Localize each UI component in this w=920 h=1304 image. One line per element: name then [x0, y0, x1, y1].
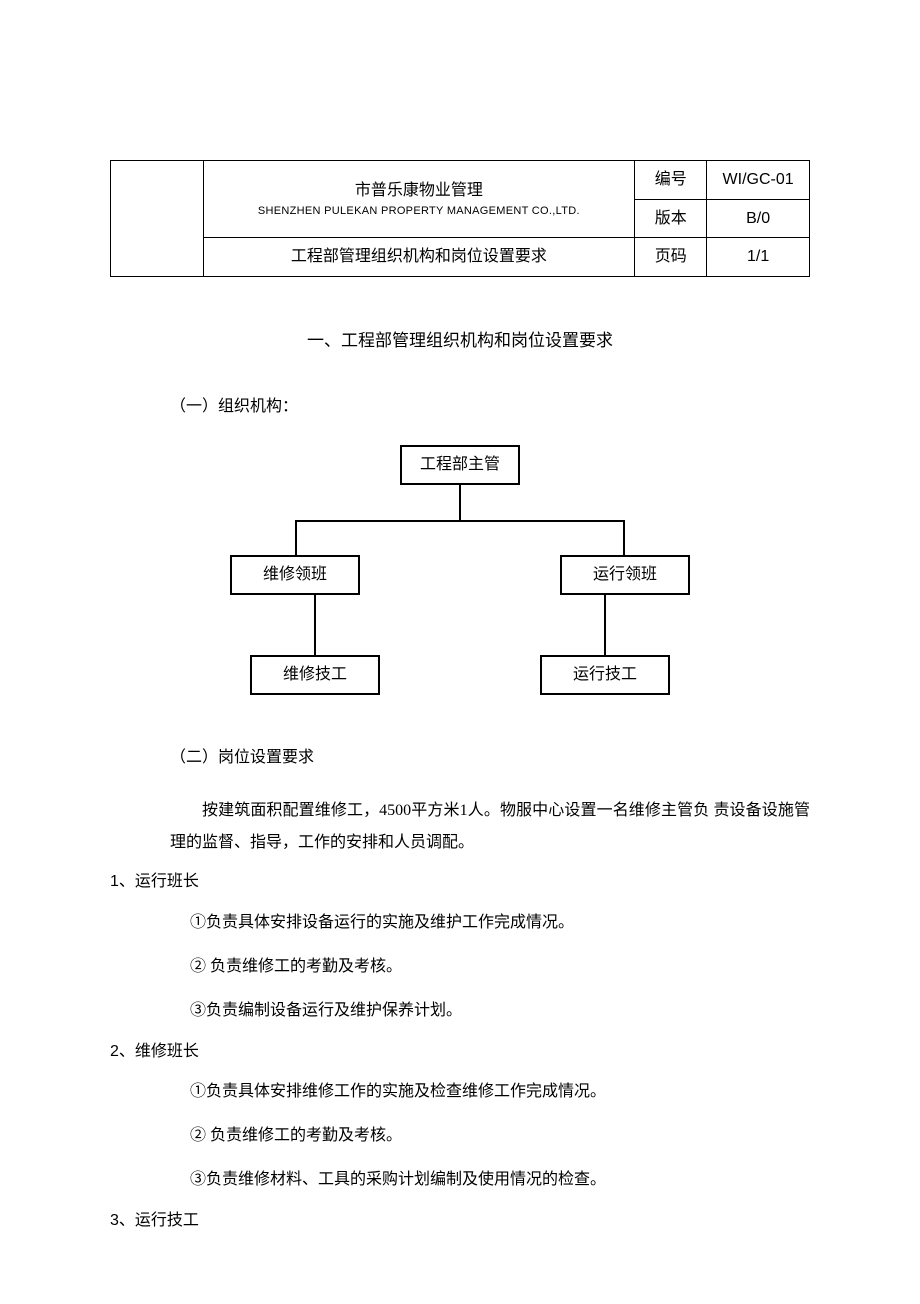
org-node-label: 运行领班 [593, 562, 657, 588]
company-cell: 市普乐康物业管理 SHENZHEN PULEKAN PROPERTY MANAG… [203, 161, 635, 238]
org-node-label: 维修技工 [283, 662, 347, 688]
doc-title-cell: 工程部管理组织机构和岗位设置要求 [203, 238, 635, 277]
org-line [459, 485, 461, 520]
subsection-2: （二）岗位设置要求 [170, 745, 810, 771]
body-paragraph: 按建筑面积配置维修工，4500平方米1人。物服中心设置一名维修主管负 责设备设施… [110, 795, 810, 859]
item-label: 、运行班长 [119, 873, 199, 890]
company-name-en: SHENZHEN PULEKAN PROPERTY MANAGEMENT CO.… [214, 203, 625, 221]
section-title: 一、工程部管理组织机构和岗位设置要求 [110, 327, 810, 354]
body-paragraph-text: 按建筑面积配置维修工，4500平方米1人。物服中心设置一名维修主管负 责设备设施… [170, 795, 810, 859]
numbered-item: 1、运行班长 [110, 869, 810, 895]
value-page: 1/1 [707, 238, 810, 277]
org-node-operation-lead: 运行领班 [560, 555, 690, 595]
org-node-repair-tech: 维修技工 [250, 655, 380, 695]
items-container: 1、运行班长 ①负责具体安排设备运行的实施及维护工作完成情况。 ② 负责维修工的考勤… [110, 869, 810, 1234]
item-number: 1 [110, 873, 119, 890]
org-line [314, 595, 316, 655]
item-label: 、维修班长 [119, 1043, 199, 1060]
sub-item: ② 负责维修工的考勤及考核。 [190, 1120, 810, 1152]
org-line [623, 520, 625, 555]
document-header-table: 市普乐康物业管理 SHENZHEN PULEKAN PROPERTY MANAG… [110, 160, 810, 277]
org-line [295, 520, 625, 522]
logo-cell [111, 161, 204, 277]
label-code: 编号 [635, 161, 707, 200]
org-node-label: 运行技工 [573, 662, 637, 688]
org-chart: 工程部主管 维修领班 运行领班 维修技工 运行技工 [210, 445, 710, 705]
org-line [604, 595, 606, 655]
value-version: B/0 [707, 199, 810, 238]
numbered-item: 2、维修班长 [110, 1039, 810, 1065]
org-line [295, 520, 297, 555]
subsection-1: （一）组织机构： [170, 394, 810, 420]
org-node-label: 维修领班 [263, 562, 327, 588]
company-name-cn: 市普乐康物业管理 [214, 178, 625, 204]
numbered-item: 3、运行技工 [110, 1208, 810, 1234]
item-number: 3 [110, 1212, 119, 1229]
org-node-supervisor: 工程部主管 [400, 445, 520, 485]
item-label: 、运行技工 [119, 1212, 199, 1229]
sub-item: ② 负责维修工的考勤及考核。 [190, 951, 810, 983]
sub-item: ①负责具体安排设备运行的实施及维护工作完成情况。 [190, 907, 810, 939]
org-node-operation-tech: 运行技工 [540, 655, 670, 695]
sub-item: ③负责维修材料、工具的采购计划编制及使用情况的检查。 [190, 1164, 810, 1196]
value-code: WI/GC-01 [707, 161, 810, 200]
sub-item: ③负责编制设备运行及维护保养计划。 [190, 995, 810, 1027]
label-version: 版本 [635, 199, 707, 238]
item-number: 2 [110, 1043, 119, 1060]
label-page: 页码 [635, 238, 707, 277]
org-node-label: 工程部主管 [420, 452, 500, 478]
org-node-repair-lead: 维修领班 [230, 555, 360, 595]
sub-item: ①负责具体安排维修工作的实施及检查维修工作完成情况。 [190, 1076, 810, 1108]
